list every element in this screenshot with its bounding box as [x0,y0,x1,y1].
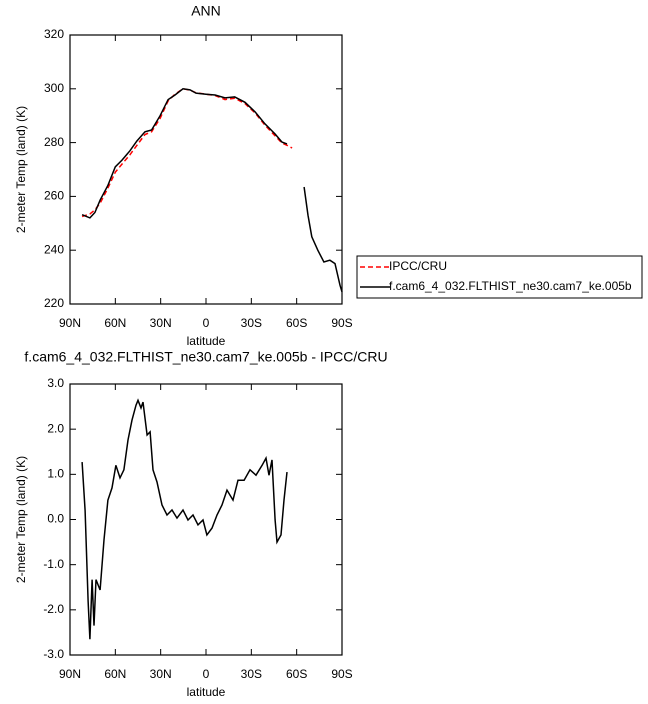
y-tick-label: 1.0 [47,467,64,481]
x-tick-label: 90N [59,667,81,681]
y-axis-label: 2-meter Temp (land) (K) [14,456,28,583]
y-tick-label: 320 [44,27,64,41]
y-tick-label: -1.0 [43,557,64,571]
legend-label: IPCC/CRU [389,259,447,273]
y-tick-label: 0.0 [47,512,64,526]
data-line [81,398,288,640]
plot-frame [69,34,343,305]
x-tick-label: 30N [150,667,172,681]
x-tick-label: 0 [203,667,210,681]
x-tick-label: 30S [241,316,262,330]
legend-box [356,255,643,299]
x-axis-label: latitude [187,685,226,699]
x-tick-label: 30N [150,316,172,330]
legend-label: f.cam6_4_032.FLTHIST_ne30.cam7_ke.005b [389,279,632,293]
y-tick-label: 300 [44,81,64,95]
y-tick-label: 3.0 [47,376,64,390]
x-tick-label: 60S [286,667,307,681]
data-line [81,88,293,218]
x-tick-label: 60N [104,316,126,330]
x-tick-label: 60S [286,316,307,330]
plot-frame [69,383,343,656]
y-tick-label: 2.0 [47,421,64,435]
x-tick-label: 30S [241,667,262,681]
x-tick-label: 0 [203,316,210,330]
y-tick-label: 280 [44,135,64,149]
x-axis-label: latitude [187,334,226,348]
chart-title: f.cam6_4_032.FLTHIST_ne30.cam7_ke.005b -… [24,349,387,365]
x-tick-label: 90S [331,667,352,681]
data-line [81,88,343,293]
x-tick-label: 90S [331,316,352,330]
x-tick-label: 90N [59,316,81,330]
y-tick-label: -2.0 [43,602,64,616]
y-tick-label: 260 [44,189,64,203]
y-tick-label: 220 [44,296,64,310]
y-axis-label: 2-meter Temp (land) (K) [14,106,28,233]
x-tick-label: 60N [104,667,126,681]
y-tick-label: 240 [44,242,64,256]
chart-title: ANN [191,3,221,19]
y-tick-label: -3.0 [43,647,64,661]
